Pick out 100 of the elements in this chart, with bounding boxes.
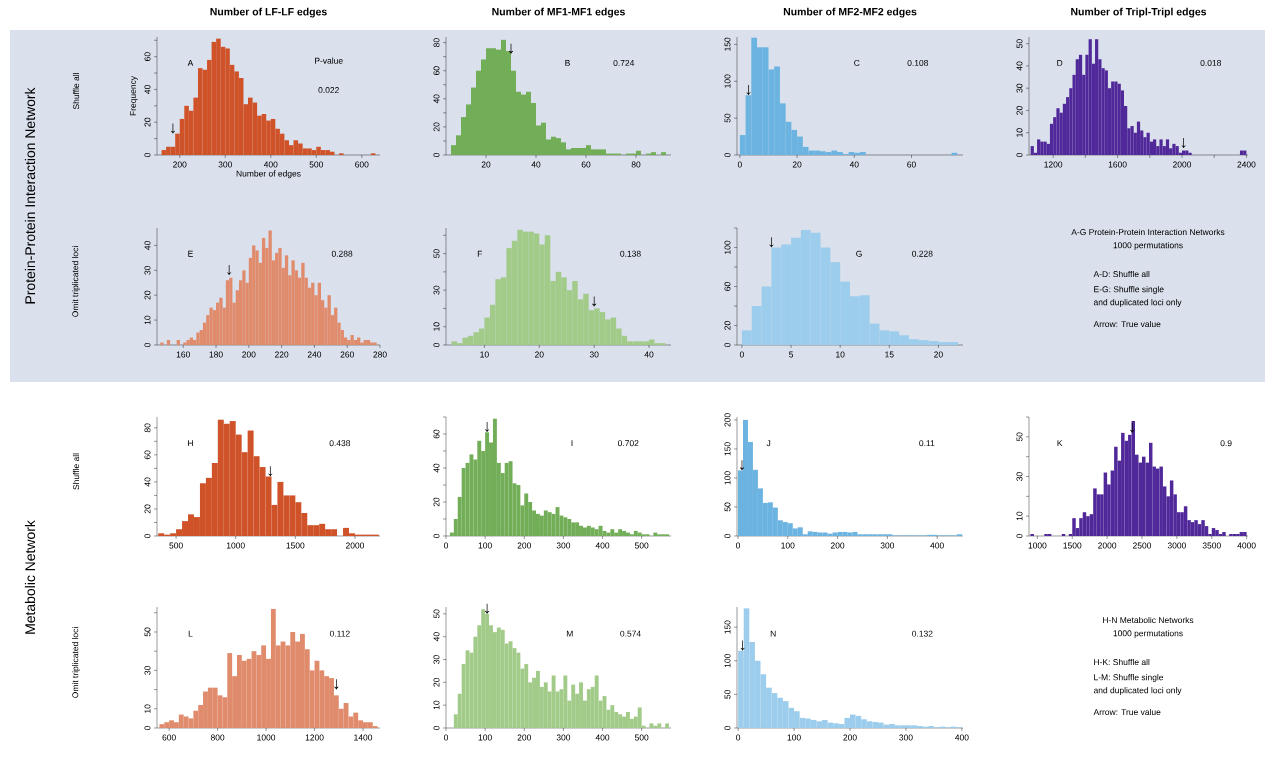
text: Shuffle all	[72, 73, 80, 110]
x-tick-label: 40	[531, 161, 541, 168]
annotation: ↓	[485, 422, 490, 433]
annotation: 0.138	[620, 250, 641, 257]
x-tick-label: 600	[162, 734, 176, 741]
x-tick-label: 0	[736, 734, 741, 741]
x-tick-label: 400	[595, 542, 610, 549]
y-tick-label: 20	[433, 122, 440, 132]
y-tick-label: 0	[144, 152, 151, 158]
x-tick-label: 0	[735, 542, 741, 549]
y-tick-label: 30	[433, 655, 440, 664]
y-tick-label: 10	[1016, 128, 1023, 137]
y-tick-label: 0	[433, 152, 440, 158]
annotation: ↓	[746, 85, 751, 96]
text: 1000 permutations	[1113, 630, 1183, 638]
y-tick-label: 0	[1016, 533, 1023, 539]
annotation: 0.108	[907, 59, 929, 66]
annotation: 0.132	[912, 630, 933, 637]
x-tick-label: 30	[589, 351, 599, 358]
x-tick-label: 200	[830, 542, 845, 549]
annotation: D	[1057, 60, 1063, 66]
y-tick-label: 10	[433, 700, 440, 710]
annotation: 0.112	[329, 630, 350, 637]
chart-title: Number of Tripl-Tripl edges	[1071, 7, 1207, 18]
text: Arrow: True value	[1093, 320, 1161, 328]
x-tick-label: 10	[836, 351, 845, 358]
y-tick-label: 20	[144, 117, 151, 127]
annotation: E	[188, 250, 193, 257]
annotation: ↓	[170, 123, 175, 134]
y-tick-label: 0	[144, 725, 151, 731]
annotation: ↓	[485, 603, 490, 614]
x-tick-label: 20	[934, 351, 943, 358]
annotation: ↓	[740, 460, 744, 471]
x-tick-label: 1200	[305, 734, 324, 741]
annotation: ↓	[268, 466, 273, 477]
chart-title: Number of LF-LF edges	[210, 7, 327, 18]
annotation: G	[856, 250, 862, 257]
y-tick-label: 20	[144, 504, 151, 514]
x-tick-label: 20	[792, 161, 802, 168]
annotation: L	[188, 630, 193, 637]
x-tick-label: 60	[907, 161, 916, 168]
x-tick-label: 600	[355, 161, 369, 168]
x-tick-label: 40	[644, 351, 654, 358]
x-tick-label: 100	[478, 734, 492, 741]
y-tick-label: 0	[144, 342, 151, 348]
text: 1000 permutations	[1113, 242, 1183, 250]
x-tick-label: 160	[176, 351, 190, 358]
y-tick-label: 20	[1016, 106, 1023, 115]
y-tick-label: 0	[433, 725, 440, 731]
annotation: ↓	[509, 43, 513, 54]
x-tick-label: 1000	[257, 734, 276, 741]
annotation: M	[566, 630, 573, 637]
y-tick-label: 20	[144, 290, 151, 300]
y-tick-label: 40	[144, 241, 151, 250]
x-tick-label: 200	[517, 734, 531, 741]
y-tick-label: 40	[433, 632, 440, 642]
y-tick-label: 50	[433, 609, 440, 619]
y-tick-label: 30	[433, 285, 440, 295]
text: Arrow: True value	[1093, 708, 1161, 716]
annotation: ↓	[1181, 138, 1186, 149]
x-tick-label: 200	[517, 542, 531, 549]
x-tick-label: 400	[263, 161, 278, 168]
y-tick-label: 50	[724, 113, 731, 123]
y-tick-label: 50	[433, 249, 440, 258]
y-tick-label: 60	[433, 429, 440, 439]
x-tick-label: 180	[209, 351, 223, 358]
x-tick-label: 500	[169, 542, 183, 549]
x-tick-label: 10	[480, 351, 489, 358]
x-tick-label: 200	[242, 351, 256, 358]
x-tick-label: 200	[843, 734, 857, 741]
y-tick-label: 0	[724, 152, 731, 158]
y-tick-label: 60	[144, 52, 151, 61]
annotation: 0.288	[331, 250, 353, 257]
x-tick-label: 1200	[1044, 161, 1063, 168]
y-tick-label: 50	[724, 502, 731, 512]
y-tick-label: 80	[144, 423, 151, 433]
annotation: ↓	[1130, 422, 1135, 433]
annotation: H	[188, 440, 193, 447]
x-tick-label: 80	[631, 161, 641, 168]
x-tick-label: 1500	[1063, 542, 1082, 549]
x-tick-label: 240	[307, 351, 322, 358]
x-tick-label: 500	[309, 161, 324, 168]
x-tick-label: 15	[885, 351, 894, 358]
text: H-K: Shuffle all	[1094, 658, 1150, 666]
text: Protein-Protein Interaction Network	[24, 87, 36, 304]
y-tick-label: 40	[1016, 61, 1023, 71]
y-tick-label: 40	[144, 85, 151, 94]
y-tick-label: 100	[724, 654, 731, 668]
x-tick-label: 400	[955, 734, 969, 741]
text: Omit triplicated loci	[72, 246, 80, 317]
x-tick-label: 0	[443, 734, 449, 741]
x-tick-label: 2000	[345, 542, 365, 549]
x-tick-label: 1500	[286, 542, 305, 549]
x-tick-label: 5	[789, 351, 794, 358]
y-tick-label: 40	[433, 94, 440, 104]
annotation: N	[770, 630, 776, 637]
text: Metabolic Network	[24, 520, 36, 634]
y-tick-label: 0	[433, 533, 440, 539]
annotation: F	[477, 250, 482, 257]
annotation: 0.11	[919, 440, 935, 447]
